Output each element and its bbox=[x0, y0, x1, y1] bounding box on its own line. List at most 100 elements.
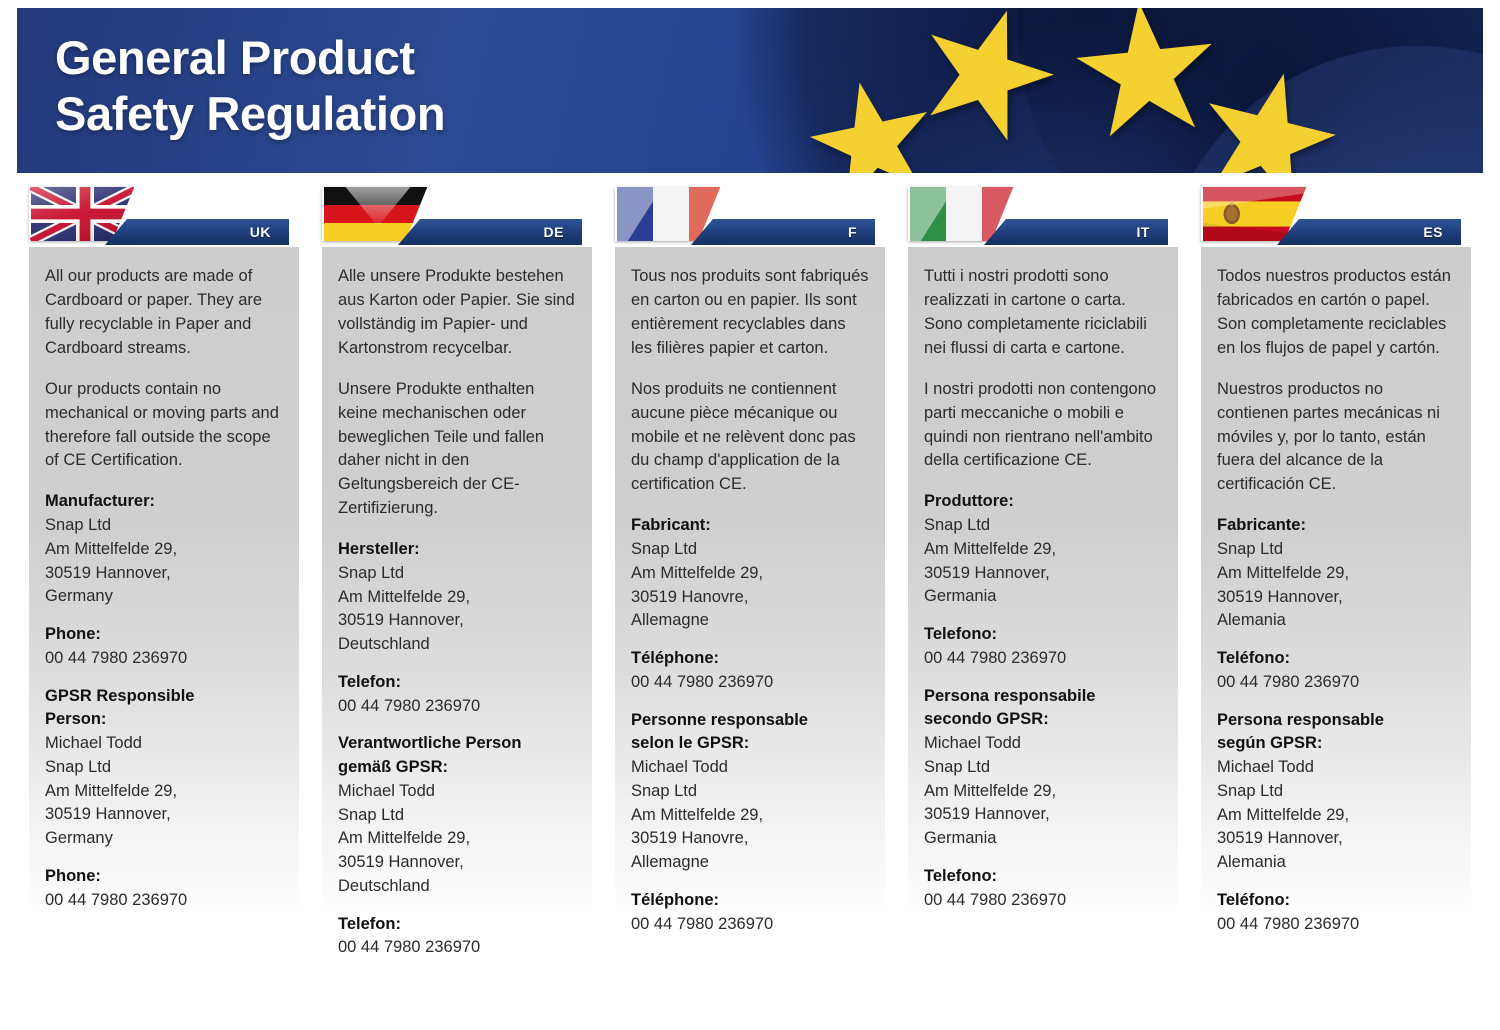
intro-paragraph: Tutti i nostri prodotti sono realizzati … bbox=[924, 267, 1147, 357]
info-block-lines: 00 44 7980 236970 bbox=[1217, 914, 1360, 933]
info-block: Phone: 00 44 7980 236970 bbox=[45, 623, 283, 671]
info-block-label: Téléphone: bbox=[631, 649, 720, 668]
content-panel-uk: All our products are made of Cardboard o… bbox=[29, 247, 299, 1009]
info-block-lines: 00 44 7980 236970 bbox=[45, 890, 188, 909]
info-block-lines: Michael Todd Snap Ltd Am Mittelfelde 29,… bbox=[45, 734, 178, 848]
info-block: Fabricant: Snap Ltd Am Mittelfelde 29, 30… bbox=[631, 514, 869, 633]
info-block-lines: 00 44 7980 236970 bbox=[1217, 672, 1360, 691]
info-block: Téléphone: 00 44 7980 236970 bbox=[631, 647, 869, 695]
info-block-lines: Michael Todd Snap Ltd Am Mittelfelde 29,… bbox=[338, 781, 471, 895]
info-block: Hersteller: Snap Ltd Am Mittelfelde 29, 3… bbox=[338, 538, 576, 657]
info-block: Produttore: Snap Ltd Am Mittelfelde 29, 3… bbox=[924, 490, 1162, 609]
content-panel-es: Todos nuestros productos están fabricado… bbox=[1201, 247, 1471, 1009]
info-block-label: Telefono: bbox=[924, 625, 998, 644]
country-code-badge-it: IT bbox=[984, 219, 1168, 245]
country-code-badge-f: F bbox=[691, 219, 875, 245]
info-block-label: Verantwortliche Person gemäß GPSR: bbox=[338, 734, 522, 777]
info-block-label: Produttore: bbox=[924, 492, 1014, 511]
language-column-it: IT Tutti i nostri prodotti sono realizza… bbox=[896, 185, 1189, 1015]
info-block-label: Fabricant: bbox=[631, 516, 711, 535]
country-code-label: DE bbox=[543, 224, 564, 240]
page-title: General Product Safety Regulation bbox=[55, 31, 446, 141]
info-block: Telefon: 00 44 7980 236970 bbox=[338, 913, 576, 961]
info-block-label: Phone: bbox=[45, 625, 101, 644]
info-block: Manufacturer: Snap Ltd Am Mittelfelde 29,… bbox=[45, 490, 283, 609]
content-panel-de: Alle unsere Produkte bestehen aus Karton… bbox=[322, 247, 592, 1009]
info-block-lines: Michael Todd Snap Ltd Am Mittelfelde 29,… bbox=[1217, 758, 1350, 872]
info-block: Telefon: 00 44 7980 236970 bbox=[338, 671, 576, 719]
info-block-label: GPSR Responsible Person: bbox=[45, 686, 195, 729]
info-block-lines: Michael Todd Snap Ltd Am Mittelfelde 29,… bbox=[924, 734, 1057, 848]
content-panel-it: Tutti i nostri prodotti sono realizzati … bbox=[908, 247, 1178, 1009]
info-block-lines: Snap Ltd Am Mittelfelde 29, 30519 Hanovr… bbox=[631, 540, 764, 630]
info-block-label: Telefono: bbox=[924, 866, 998, 885]
intro-paragraph: Nuestros productos no contienen partes m… bbox=[1217, 379, 1440, 494]
country-code-label: IT bbox=[1136, 224, 1150, 240]
info-block: Verantwortliche Person gemäß GPSR: Michae… bbox=[338, 732, 576, 898]
info-block-lines: Snap Ltd Am Mittelfelde 29, 30519 Hannov… bbox=[1217, 540, 1350, 630]
country-code-badge-uk: UK bbox=[105, 219, 289, 245]
intro-paragraph: All our products are made of Cardboard o… bbox=[45, 267, 263, 357]
country-code-badge-es: ES bbox=[1277, 219, 1461, 245]
info-block-lines: Snap Ltd Am Mittelfelde 29, 30519 Hannov… bbox=[924, 516, 1057, 606]
info-block-label: Phone: bbox=[45, 866, 101, 885]
info-block-lines: 00 44 7980 236970 bbox=[631, 672, 774, 691]
country-code-label: UK bbox=[249, 224, 271, 240]
eu-star-icon bbox=[1076, 8, 1212, 137]
intro-paragraph: I nostri prodotti non contengono parti m… bbox=[924, 379, 1157, 470]
info-block-label: Hersteller: bbox=[338, 540, 420, 559]
intro-paragraph: Alle unsere Produkte bestehen aus Karton… bbox=[338, 267, 575, 357]
info-block-label: Telefon: bbox=[338, 914, 401, 933]
info-block-label: Teléfono: bbox=[1217, 649, 1291, 668]
flag-bar-f: F bbox=[603, 185, 896, 247]
country-code-badge-de: DE bbox=[398, 219, 582, 245]
info-block-label: Téléphone: bbox=[631, 890, 720, 909]
flag-bar-uk: UK bbox=[17, 185, 310, 247]
info-block: Téléphone: 00 44 7980 236970 bbox=[631, 889, 869, 937]
info-block: Persona responsabile secondo GPSR: Michae… bbox=[924, 685, 1162, 851]
info-block-lines: Snap Ltd Am Mittelfelde 29, 30519 Hannov… bbox=[45, 516, 178, 606]
country-code-label: ES bbox=[1423, 224, 1443, 240]
spain-flag-icon bbox=[1201, 187, 1313, 241]
language-columns: UK All our products are made of Cardboar… bbox=[17, 185, 1483, 1015]
info-block-label: Persona responsabile secondo GPSR: bbox=[924, 686, 1096, 729]
info-block: Personne responsable selon le GPSR: Micha… bbox=[631, 709, 869, 875]
header-banner: General Product Safety Regulation bbox=[17, 8, 1483, 173]
info-block: Teléfono: 00 44 7980 236970 bbox=[1217, 647, 1455, 695]
info-block: Phone: 00 44 7980 236970 bbox=[45, 865, 283, 913]
info-block: Persona responsable según GPSR: Michael T… bbox=[1217, 709, 1455, 875]
intro-paragraph: Unsere Produkte enthalten keine mechanis… bbox=[338, 379, 545, 518]
flag-bar-es: ES bbox=[1189, 185, 1482, 247]
flag-bar-it: IT bbox=[896, 185, 1189, 247]
intro-paragraph: Tous nos produits sont fabriqués en cart… bbox=[631, 267, 869, 357]
info-block-label: Fabricante: bbox=[1217, 516, 1306, 535]
info-block: Fabricante: Snap Ltd Am Mittelfelde 29, 3… bbox=[1217, 514, 1455, 633]
info-block-label: Manufacturer: bbox=[45, 492, 156, 511]
info-block-lines: 00 44 7980 236970 bbox=[631, 914, 774, 933]
info-block-lines: Michael Todd Snap Ltd Am Mittelfelde 29,… bbox=[631, 758, 764, 872]
language-column-de: DE Alle unsere Produkte bestehen aus Kar… bbox=[310, 185, 603, 1015]
info-block-label: Telefon: bbox=[338, 672, 401, 691]
info-block-lines: 00 44 7980 236970 bbox=[338, 938, 481, 957]
info-block-lines: 00 44 7980 236970 bbox=[924, 648, 1067, 667]
info-block-lines: 00 44 7980 236970 bbox=[338, 696, 481, 715]
info-block: Telefono: 00 44 7980 236970 bbox=[924, 623, 1162, 671]
info-block-label: Personne responsable selon le GPSR: bbox=[631, 710, 808, 753]
bottom-margin bbox=[0, 1016, 1500, 1030]
info-block-lines: 00 44 7980 236970 bbox=[924, 890, 1067, 909]
info-block-label: Teléfono: bbox=[1217, 890, 1291, 909]
country-code-label: F bbox=[847, 224, 857, 240]
language-column-uk: UK All our products are made of Cardboar… bbox=[17, 185, 310, 1015]
info-block-lines: Snap Ltd Am Mittelfelde 29, 30519 Hannov… bbox=[338, 563, 471, 654]
intro-paragraph: Our products contain no mechanical or mo… bbox=[45, 379, 279, 470]
language-column-es: ES Todos nuestros productos están fabric… bbox=[1189, 185, 1482, 1015]
info-block: Telefono: 00 44 7980 236970 bbox=[924, 865, 1162, 913]
content-panel-f: Tous nos produits sont fabriqués en cart… bbox=[615, 247, 885, 1009]
info-block-lines: 00 44 7980 236970 bbox=[45, 648, 188, 667]
germany-flag-icon bbox=[322, 187, 434, 241]
intro-paragraph: Nos produits ne contiennent aucune pièce… bbox=[631, 379, 856, 494]
info-block: Teléfono: 00 44 7980 236970 bbox=[1217, 889, 1455, 937]
info-block-label: Persona responsable según GPSR: bbox=[1217, 710, 1384, 753]
eu-star-icon bbox=[930, 10, 1054, 141]
